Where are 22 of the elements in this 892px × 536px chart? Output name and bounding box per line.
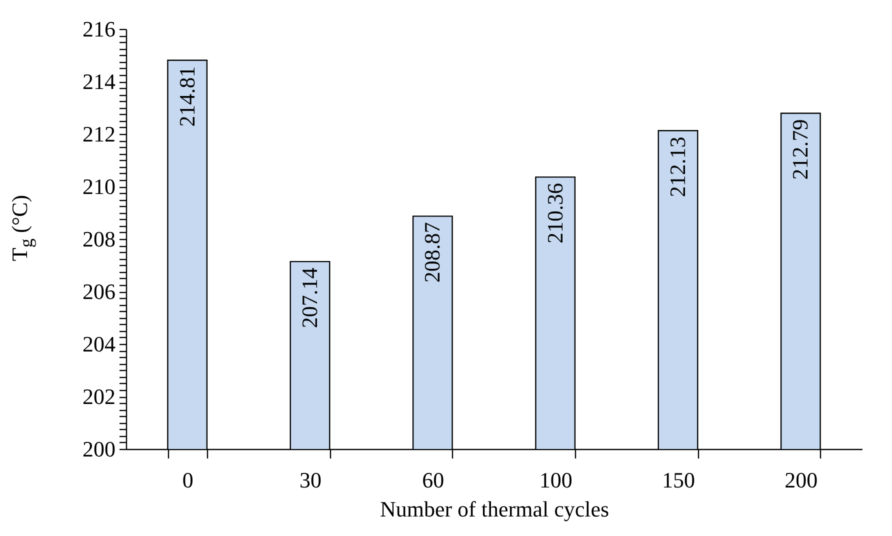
x-axis-title: Number of thermal cycles <box>380 496 610 522</box>
y-tick-label: 212 <box>82 122 116 146</box>
x-tick-label: 150 <box>662 468 695 492</box>
y-tick-label: 208 <box>82 226 116 252</box>
x-tick-label: 100 <box>539 468 572 492</box>
x-tick-label: 200 <box>784 468 818 492</box>
x-tick-label: 30 <box>300 468 322 492</box>
data-label: 207.14 <box>297 268 322 328</box>
data-label: 208.87 <box>420 222 445 283</box>
data-label: 214.81 <box>174 66 200 127</box>
y-tick-label: 202 <box>82 384 116 409</box>
y-tick-label: 204 <box>82 332 116 356</box>
y-tick-label: 214 <box>82 69 116 94</box>
data-label: 212.13 <box>665 136 690 198</box>
x-tick-label: 60 <box>422 468 444 492</box>
data-label: 212.79 <box>788 119 813 180</box>
y-tick-label: 200 <box>82 436 116 462</box>
y-tick-label: 206 <box>82 279 116 304</box>
y-tick-label: 216 <box>82 16 116 42</box>
x-tick-label: 0 <box>182 468 194 492</box>
data-label: 210.36 <box>542 183 568 244</box>
y-tick-label: 210 <box>82 174 116 199</box>
